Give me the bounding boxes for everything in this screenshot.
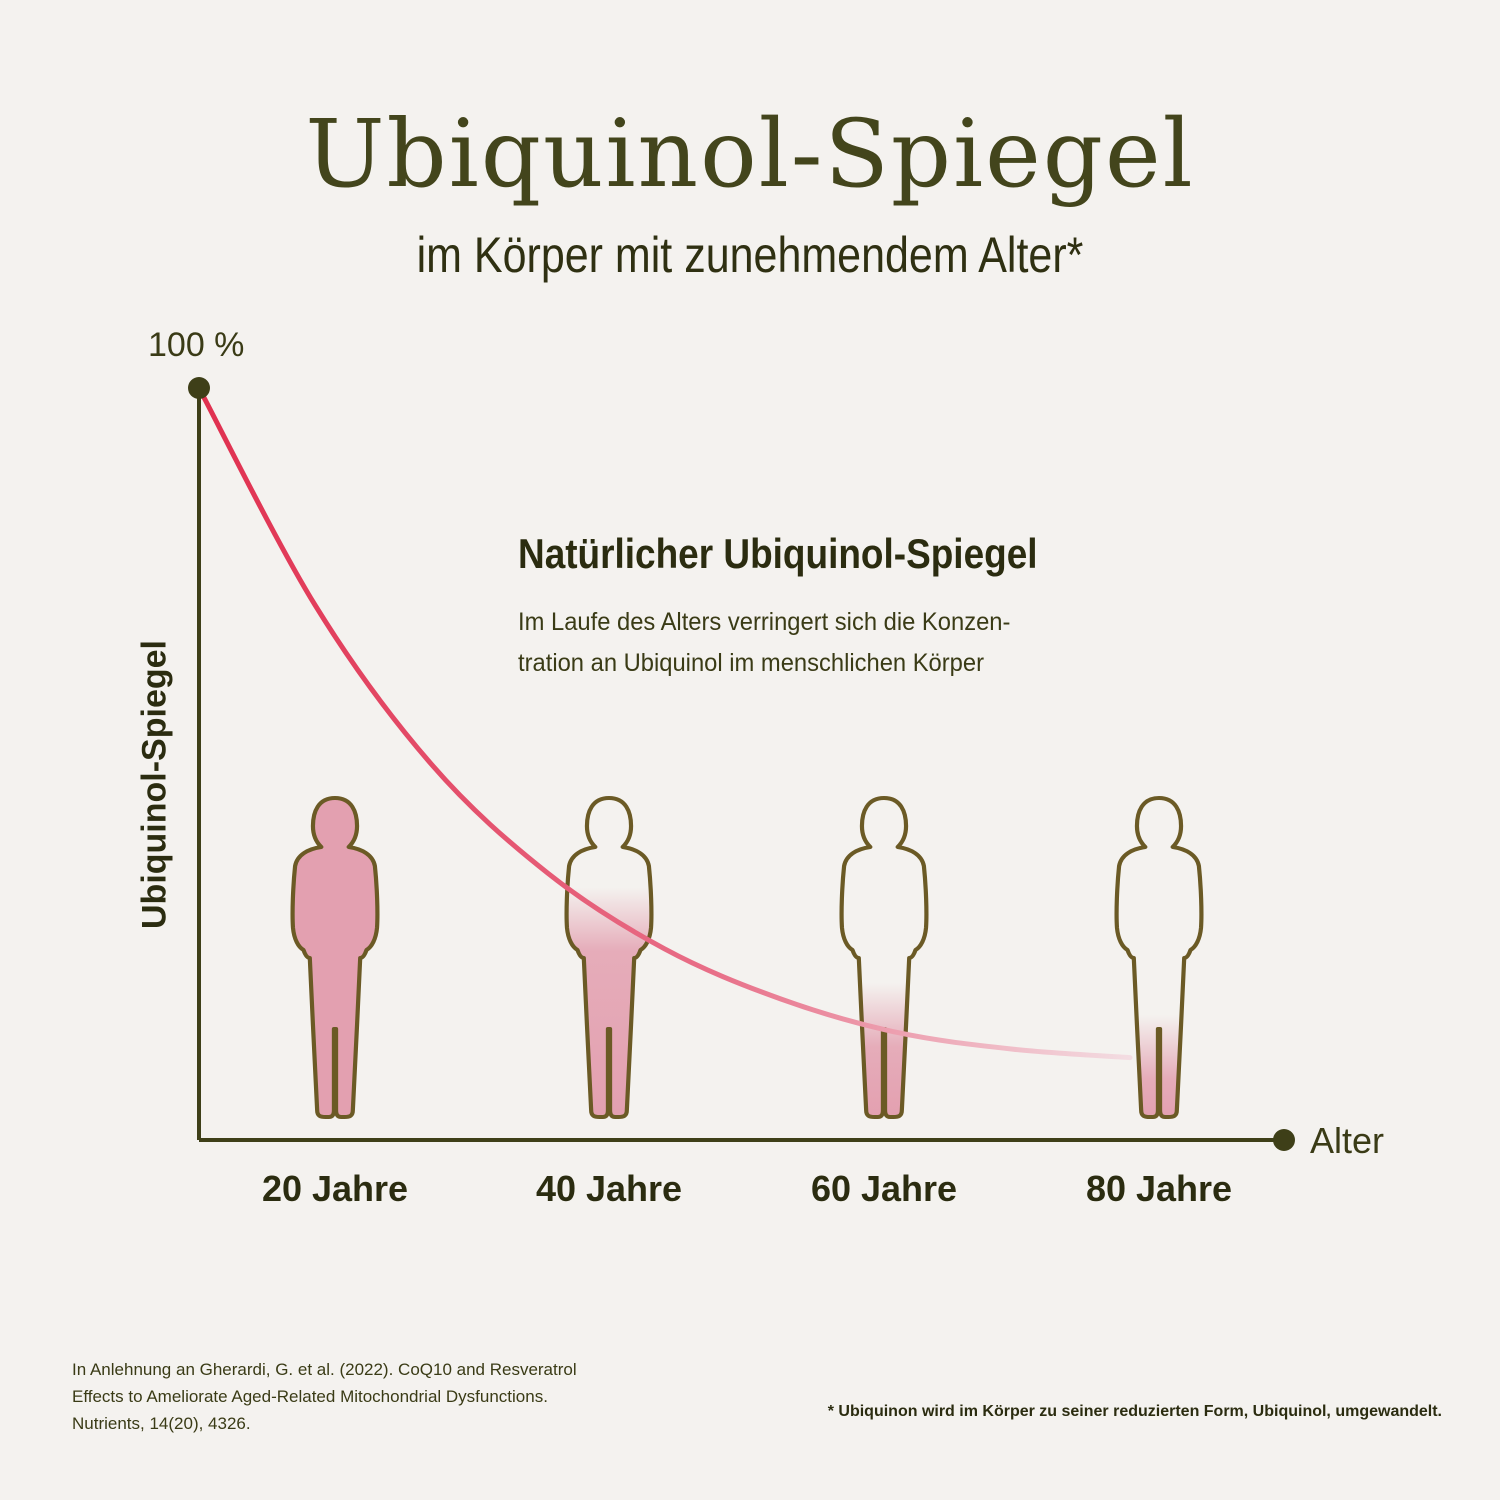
x-tick-label: 80 Jahre [1085, 1168, 1233, 1209]
annotation-heading: Natürlicher Ubiquinol-Spiegel [518, 530, 1038, 577]
source-line: In Anlehnung an Gherardi, G. et al. (202… [72, 1360, 577, 1379]
source-line: Effects to Ameliorate Aged-Related Mitoc… [72, 1387, 548, 1406]
person-figure [1114, 796, 1204, 1119]
y-axis-label: Ubiquinol-Spiegel [135, 640, 174, 929]
annotation-line: Im Laufe des Alters verringert sich die … [518, 608, 1011, 636]
x-tick-label: 60 Jahre [810, 1168, 958, 1209]
y-axis-end-dot [188, 377, 210, 399]
figures-group [290, 796, 1204, 1119]
source-citation: In Anlehnung an Gherardi, G. et al. (202… [72, 1356, 632, 1437]
source-line: Nutrients, 14(20), 4326. [72, 1414, 251, 1433]
series-line [196, 385, 1133, 1061]
x-tick-label: 20 Jahre [261, 1168, 409, 1209]
x-axis-label: Alter [1310, 1120, 1385, 1161]
footnote: * Ubiquinon wird im Körper zu seiner red… [827, 1403, 1442, 1420]
annotation-body: Im Laufe des Alters verringert sich die … [518, 602, 1126, 684]
y-max-label: 100 % [148, 326, 245, 364]
annotation-line: tration an Ubiquinol im menschlichen Kör… [518, 649, 985, 677]
chart-title: Ubiquinol-Spiegel [305, 100, 1195, 209]
x-tick-label: 40 Jahre [535, 1168, 683, 1209]
x-axis-end-dot [1273, 1129, 1295, 1151]
person-figure [290, 796, 380, 1119]
person-figure [839, 796, 929, 1119]
person-figure [564, 796, 654, 1119]
chart-subtitle: im Körper mit zunehmendem Alter* [416, 227, 1084, 283]
